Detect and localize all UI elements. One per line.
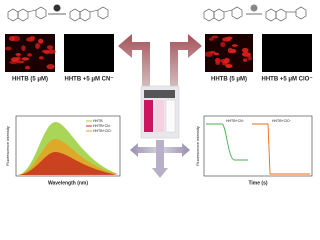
trace (206, 123, 248, 161)
y-axis-label: Fluorescence intensity (5, 126, 10, 166)
cell (242, 58, 248, 62)
cell (211, 35, 219, 39)
cell (35, 43, 40, 49)
time-chart: HHTB+CN⁻ HHTB+ClO⁻ Time (s) Fluorescence… (195, 115, 313, 186)
image-label: HHTB (5 μM) (211, 77, 247, 83)
plot-frame (15, 115, 121, 177)
cell (204, 51, 213, 57)
spectrum-area (18, 152, 118, 175)
cell (46, 45, 54, 50)
cell (27, 53, 32, 57)
arrow (118, 34, 150, 92)
legend-label: HHTB (93, 119, 103, 123)
plot-frame (203, 115, 313, 177)
structure-left (7, 4, 109, 22)
cell (47, 49, 56, 54)
trace (252, 123, 310, 175)
cell (9, 60, 18, 65)
structure-right (203, 4, 307, 22)
image-label: HHTB +5 μM CN⁻ (64, 77, 113, 83)
cell (44, 49, 50, 55)
cell (15, 56, 21, 61)
cell (38, 38, 44, 44)
cell (209, 37, 214, 41)
spectra-chart: HHTB HHTB+CN⁻ HHTB+ClO⁻ Wavelength (nm) … (5, 115, 121, 186)
cell (213, 52, 220, 56)
cell (247, 55, 252, 61)
cell (220, 41, 226, 47)
cell (226, 36, 232, 41)
cell (231, 44, 238, 47)
arrow (152, 140, 168, 178)
cell (215, 57, 221, 64)
cell (25, 65, 31, 70)
cell-image (64, 34, 114, 72)
arrow (170, 34, 202, 92)
y-axis-label: Fluorescence intensity (195, 126, 200, 166)
cell (215, 62, 221, 65)
cell (224, 57, 230, 64)
cell (15, 53, 22, 56)
vial-photo (140, 85, 180, 139)
cell (21, 45, 26, 52)
cell (225, 63, 233, 69)
cell (241, 47, 249, 53)
cell (26, 37, 35, 42)
cell (230, 48, 237, 54)
image-label: HHTB +5 μM ClO⁻ (261, 77, 312, 83)
cell-image (262, 34, 312, 72)
cell (46, 64, 55, 70)
legend-label: HHTB+ClO⁻ (93, 129, 113, 133)
graphical-abstract: HHTB (5 μM) HHTB +5 μM CN⁻ HHTB (5 μM) H… (4, 4, 313, 186)
legend-label: HHTB+CN⁻ (93, 124, 112, 128)
image-label: HHTB (5 μM) (12, 77, 48, 83)
cell (4, 46, 12, 51)
x-axis-label: Time (s) (248, 180, 267, 186)
cell (39, 56, 44, 60)
x-axis-label: Wavelength (nm) (48, 180, 88, 186)
trace-label: HHTB+ClO⁻ (272, 119, 292, 123)
cell (11, 35, 21, 42)
cell (21, 57, 30, 61)
cell (16, 60, 25, 64)
cell (241, 52, 251, 57)
trace-label: HHTB+CN⁻ (226, 119, 245, 123)
